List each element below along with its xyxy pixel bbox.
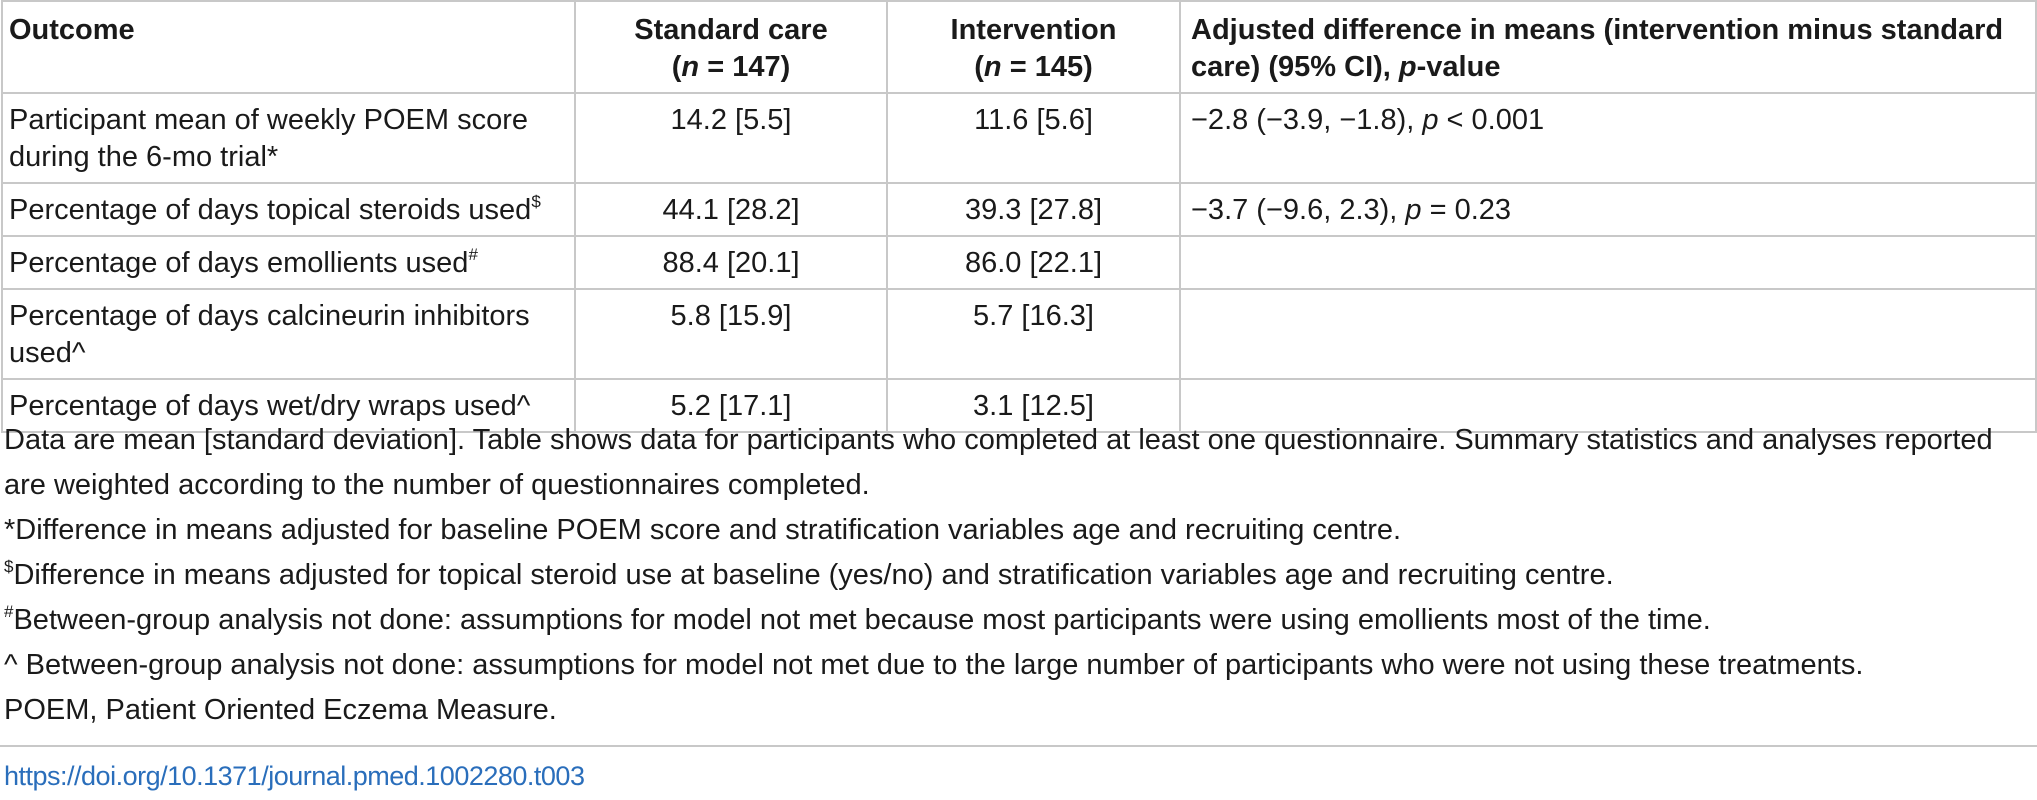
standard-value: 5.2 [17.1] [670,390,792,422]
cell-standard-care: 44.1 [28.2] [574,182,888,237]
table-row: Percentage of days topical steroids used… [1,182,2037,237]
cell-intervention: 5.7 [16.3] [886,288,1181,380]
cell-outcome: Participant mean of weekly POEM score du… [1,92,576,184]
header-intervention-n-var: n [983,51,1002,83]
table-figure: Outcome Standard care (n = 147) Intervent… [1,0,2037,433]
header-intervention-label: Intervention [950,14,1117,46]
footnote-marker: $ [531,192,541,211]
header-diff-suffix: -value [1416,51,1501,83]
note-hash: #Between-group analysis not done: assump… [4,598,2034,643]
intervention-value: 39.3 [27.8] [964,194,1103,226]
header-outcome-text: Outcome [9,14,135,46]
outcome-text: Percentage of days topical steroids used [9,194,532,226]
cell-standard-care: 5.8 [15.9] [574,288,888,380]
intervention-value: 11.6 [5.6] [974,104,1093,136]
cell-standard-care: 5.2 [17.1] [574,378,888,433]
header-diff-text: Adjusted difference in means (interventi… [1191,14,2004,83]
header-outcome: Outcome [1,0,576,94]
diff-p: p [1422,104,1439,136]
header-intervention-n-value: = 145) [1001,51,1093,83]
diff-p-value: < 0.001 [1438,104,1545,136]
intervention-value: 5.7 [16.3] [973,300,1094,332]
diff-p: p [1405,194,1422,226]
standard-value: 14.2 [5.5] [670,104,792,136]
standard-value: 88.4 [20.1] [662,247,800,279]
results-table: Outcome Standard care (n = 147) Intervent… [1,0,2037,433]
cell-intervention: 3.1 [12.5] [886,378,1181,433]
note-caret: ^ Between-group analysis not done: assum… [4,649,1864,681]
cell-adjusted-difference [1179,235,2037,290]
header-standard-n-prefix: ( [671,51,682,83]
note-dollar: $Difference in means adjusted for topica… [4,553,2034,598]
cell-outcome: Percentage of days topical steroids used… [1,182,576,237]
cell-intervention: 86.0 [22.1] [886,235,1181,290]
note-abbreviation: POEM, Patient Oriented Eczema Measure. [4,694,557,726]
intervention-value: 3.1 [12.5] [973,390,1094,422]
table-row: Participant mean of weekly POEM score du… [1,92,2037,184]
cell-adjusted-difference: −2.8 (−3.9, −1.8), p < 0.001 [1179,92,2037,184]
cell-adjusted-difference [1179,288,2037,380]
table-row: Percentage of days calcineurin inhibitor… [1,288,2037,380]
table-row: Percentage of days wet/dry wraps used^ 5… [1,378,2037,433]
cell-standard-care: 88.4 [20.1] [574,235,888,290]
note-summary: Data are mean [standard deviation]. Tabl… [4,424,1993,501]
cell-standard-care: 14.2 [5.5] [574,92,888,184]
cell-intervention: 11.6 [5.6] [886,92,1181,184]
standard-value: 44.1 [28.2] [662,194,800,226]
header-intervention: Intervention (n = 145) [886,0,1181,94]
cell-outcome: Percentage of days wet/dry wraps used^ [1,378,576,433]
cell-outcome: Percentage of days calcineurin inhibitor… [1,288,576,380]
header-standard-n-value: = 147) [699,51,791,83]
note-star: *Difference in means adjusted for baseli… [4,514,1402,546]
cell-adjusted-difference: −3.7 (−9.6, 2.3), p = 0.23 [1179,182,2037,237]
diff-p-value: = 0.23 [1421,194,1512,226]
footnote-marker: # [468,245,478,264]
cell-outcome: Percentage of days emollients used# [1,235,576,290]
note-hash-mark: # [4,602,14,621]
outcome-text: Percentage of days wet/dry wraps used^ [9,390,531,422]
intervention-value: 86.0 [22.1] [964,247,1103,279]
header-diff-p: p [1398,51,1417,83]
doi-link[interactable]: https://doi.org/10.1371/journal.pmed.100… [4,761,585,791]
note-dollar-mark: $ [4,557,14,576]
cell-intervention: 39.3 [27.8] [886,182,1181,237]
header-standard-care: Standard care (n = 147) [574,0,888,94]
header-standard-n-var: n [681,51,700,83]
footer-divider [0,745,2037,747]
header-intervention-n-prefix: ( [974,51,984,83]
diff-estimate: −2.8 (−3.9, −1.8), [1191,104,1423,136]
cell-adjusted-difference [1179,378,2037,433]
outcome-text: Percentage of days calcineurin inhibitor… [9,300,530,369]
header-standard-label: Standard care [634,14,828,46]
table-notes: Data are mean [standard deviation]. Tabl… [4,418,2034,733]
outcome-text: Percentage of days emollients used [9,247,469,279]
note-hash-text: Between-group analysis not done: assumpt… [13,604,1711,636]
table-header-row: Outcome Standard care (n = 147) Intervent… [1,0,2037,94]
diff-estimate: −3.7 (−9.6, 2.3), [1191,194,1406,226]
table-row: Percentage of days emollients used# 88.4… [1,235,2037,290]
note-dollar-text: Difference in means adjusted for topical… [13,559,1614,591]
standard-value: 5.8 [15.9] [670,300,792,332]
header-adjusted-difference: Adjusted difference in means (interventi… [1179,0,2037,94]
outcome-text: Participant mean of weekly POEM score du… [9,104,528,173]
